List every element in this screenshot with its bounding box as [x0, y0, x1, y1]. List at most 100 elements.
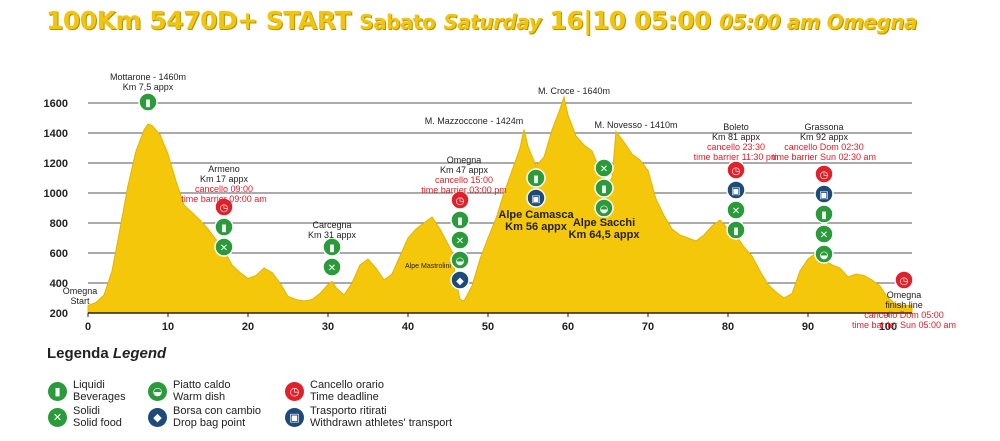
bus-icon — [526, 188, 546, 208]
legend-title-it: Legenda — [47, 345, 109, 362]
station-label: Mottarone - 1460m — [110, 72, 186, 82]
elevation-profile-area — [87, 95, 913, 314]
x-tick-label: 80 — [722, 321, 734, 333]
stopwatch-icon — [726, 160, 746, 180]
time-barrier-label: time barrier Sun 05:00 am — [852, 320, 956, 330]
bus-icon: ▣ — [285, 407, 304, 427]
legend-title-en: Legend — [112, 345, 167, 362]
solid-food-icon — [322, 257, 342, 277]
legend-item-transport: ▣ Trasporto ritirati Withdrawn athletes' … — [285, 405, 452, 429]
y-tick-label: 1000 — [44, 188, 68, 200]
warm-dish-icon: ◒ — [148, 381, 167, 401]
legend-label-it: Piatto caldo — [173, 379, 231, 391]
beverages-icon-glyph: ▮ — [145, 98, 151, 109]
solid-food-icon — [726, 200, 746, 220]
legend-label-en: Solid food — [73, 417, 122, 429]
x-tick-label: 60 — [562, 321, 574, 333]
time-barrier-label: cancello Dom 05:00 — [864, 310, 944, 320]
warm-dish-icon — [450, 250, 470, 270]
beverages-icon — [138, 92, 158, 112]
warm-dish-icon-glyph: ◒ — [456, 256, 465, 267]
solid-food-icon — [814, 224, 834, 244]
time-barrier-label: time barrier 09:00 am — [181, 194, 267, 204]
station-label: Km 81 appx — [712, 132, 761, 142]
y-tick-label: 800 — [50, 218, 68, 230]
legend-item-time-deadline: ◷ Cancello orario Time deadline — [285, 379, 384, 403]
time-barrier-label: time barrier 11:30 pm — [694, 152, 779, 162]
title-date: 16|10 05:00 — [549, 6, 711, 35]
beverages-icon — [594, 178, 614, 198]
legend-label-en: Warm dish — [173, 391, 226, 403]
legend-label-it: Borsa con cambio — [173, 405, 262, 417]
warm-dish-icon — [594, 198, 614, 218]
station-label: Km 92 appx — [800, 132, 849, 142]
stopwatch-icon — [894, 270, 914, 290]
station-label: Km 47 appx — [440, 165, 489, 175]
legend-label-it: Liquidi — [73, 379, 105, 391]
solid-food-icon: ✕ — [48, 407, 67, 427]
station-label: Alpe Mastrolini — [405, 263, 451, 270]
station-label: Omegna — [447, 155, 482, 165]
beverages-icon-glyph: ▮ — [733, 226, 739, 237]
legend-label-en: Time deadline — [310, 391, 379, 403]
title-day-en: Saturday — [443, 10, 542, 34]
legend-item-drop-bag: ◆ Borsa con cambio Drop bag point — [148, 405, 261, 429]
x-tick-label: 100 — [879, 321, 897, 333]
beverages-icon — [322, 237, 342, 257]
station-label: M. Mazzoccone - 1424m — [425, 116, 524, 126]
title-day-it: Sabato — [359, 10, 436, 34]
beverages-icon: ▮ — [48, 381, 67, 401]
beverages-icon — [526, 168, 546, 188]
solid-food-icon-glyph: ✕ — [600, 164, 608, 175]
station-label: finish line — [885, 300, 923, 310]
beverages-icon-glyph: ▮ — [601, 184, 607, 195]
solid-food-icon — [450, 230, 470, 250]
time-barrier-label: cancello 23:30 — [707, 142, 765, 152]
time-barrier-label: cancello 09:00 — [195, 184, 253, 194]
solid-food-icon — [214, 237, 234, 257]
beverages-icon — [726, 220, 746, 240]
station-label: Armeno — [208, 164, 240, 174]
stopwatch-icon-glyph: ◷ — [732, 166, 741, 177]
legend-label-it: Solidi — [73, 405, 100, 417]
solid-food-icon-glyph: ✕ — [732, 206, 740, 217]
drop-bag-icon-glyph: ◆ — [456, 276, 464, 287]
legend-title: Legenda Legend — [47, 345, 166, 362]
x-tick-label: 40 — [402, 321, 414, 333]
x-tick-label: 20 — [242, 321, 254, 333]
beverages-icon — [450, 210, 470, 230]
stopwatch-icon — [814, 164, 834, 184]
warm-dish-icon-glyph: ◒ — [600, 204, 609, 215]
time-barrier-label: cancello 15:00 — [435, 175, 493, 185]
drop-bag-icon — [450, 270, 470, 290]
station-label: Grassona — [804, 122, 843, 132]
legend-item-solid-food: ✕ Solidi Solid food — [48, 405, 122, 429]
beverages-icon-glyph: ▮ — [821, 210, 827, 221]
station-label: M. Novesso - 1410m — [594, 120, 677, 130]
stopwatch-icon — [450, 190, 470, 210]
station-label: Omegna — [887, 290, 922, 300]
time-barrier-label: time barrier 03:00 pm — [421, 185, 507, 195]
solid-food-icon-glyph: ✕ — [328, 263, 336, 274]
solid-food-icon-glyph: ✕ — [456, 236, 464, 247]
legend-item-beverages: ▮ Liquidi Beverages — [48, 379, 126, 403]
title-start-place: 05:00 am Omegna — [719, 10, 918, 34]
station-label: Km 17 appx — [200, 174, 249, 184]
y-tick-label: 1200 — [44, 158, 68, 170]
bus-icon — [814, 184, 834, 204]
legend-label-en: Drop bag point — [173, 417, 246, 429]
y-tick-label: 600 — [50, 248, 68, 260]
y-tick-label: 200 — [50, 308, 68, 320]
stopwatch-icon-glyph: ◷ — [456, 196, 465, 207]
beverages-icon-glyph: ▮ — [329, 243, 335, 254]
beverages-icon-glyph: ▮ — [533, 174, 539, 185]
station-label: Start — [70, 296, 90, 306]
beverages-icon-glyph: ▮ — [457, 216, 463, 227]
warm-dish-icon-glyph: ◒ — [820, 250, 829, 261]
x-tick-label: 10 — [162, 321, 174, 333]
legend-item-warm-dish: ◒ Piatto caldo Warm dish — [148, 379, 230, 403]
station-label: Alpe Camasca — [498, 209, 574, 221]
page-title: 100Km 5470D+ START Sabato Saturday 16|10… — [46, 6, 918, 35]
x-tick-label: 30 — [322, 321, 334, 333]
